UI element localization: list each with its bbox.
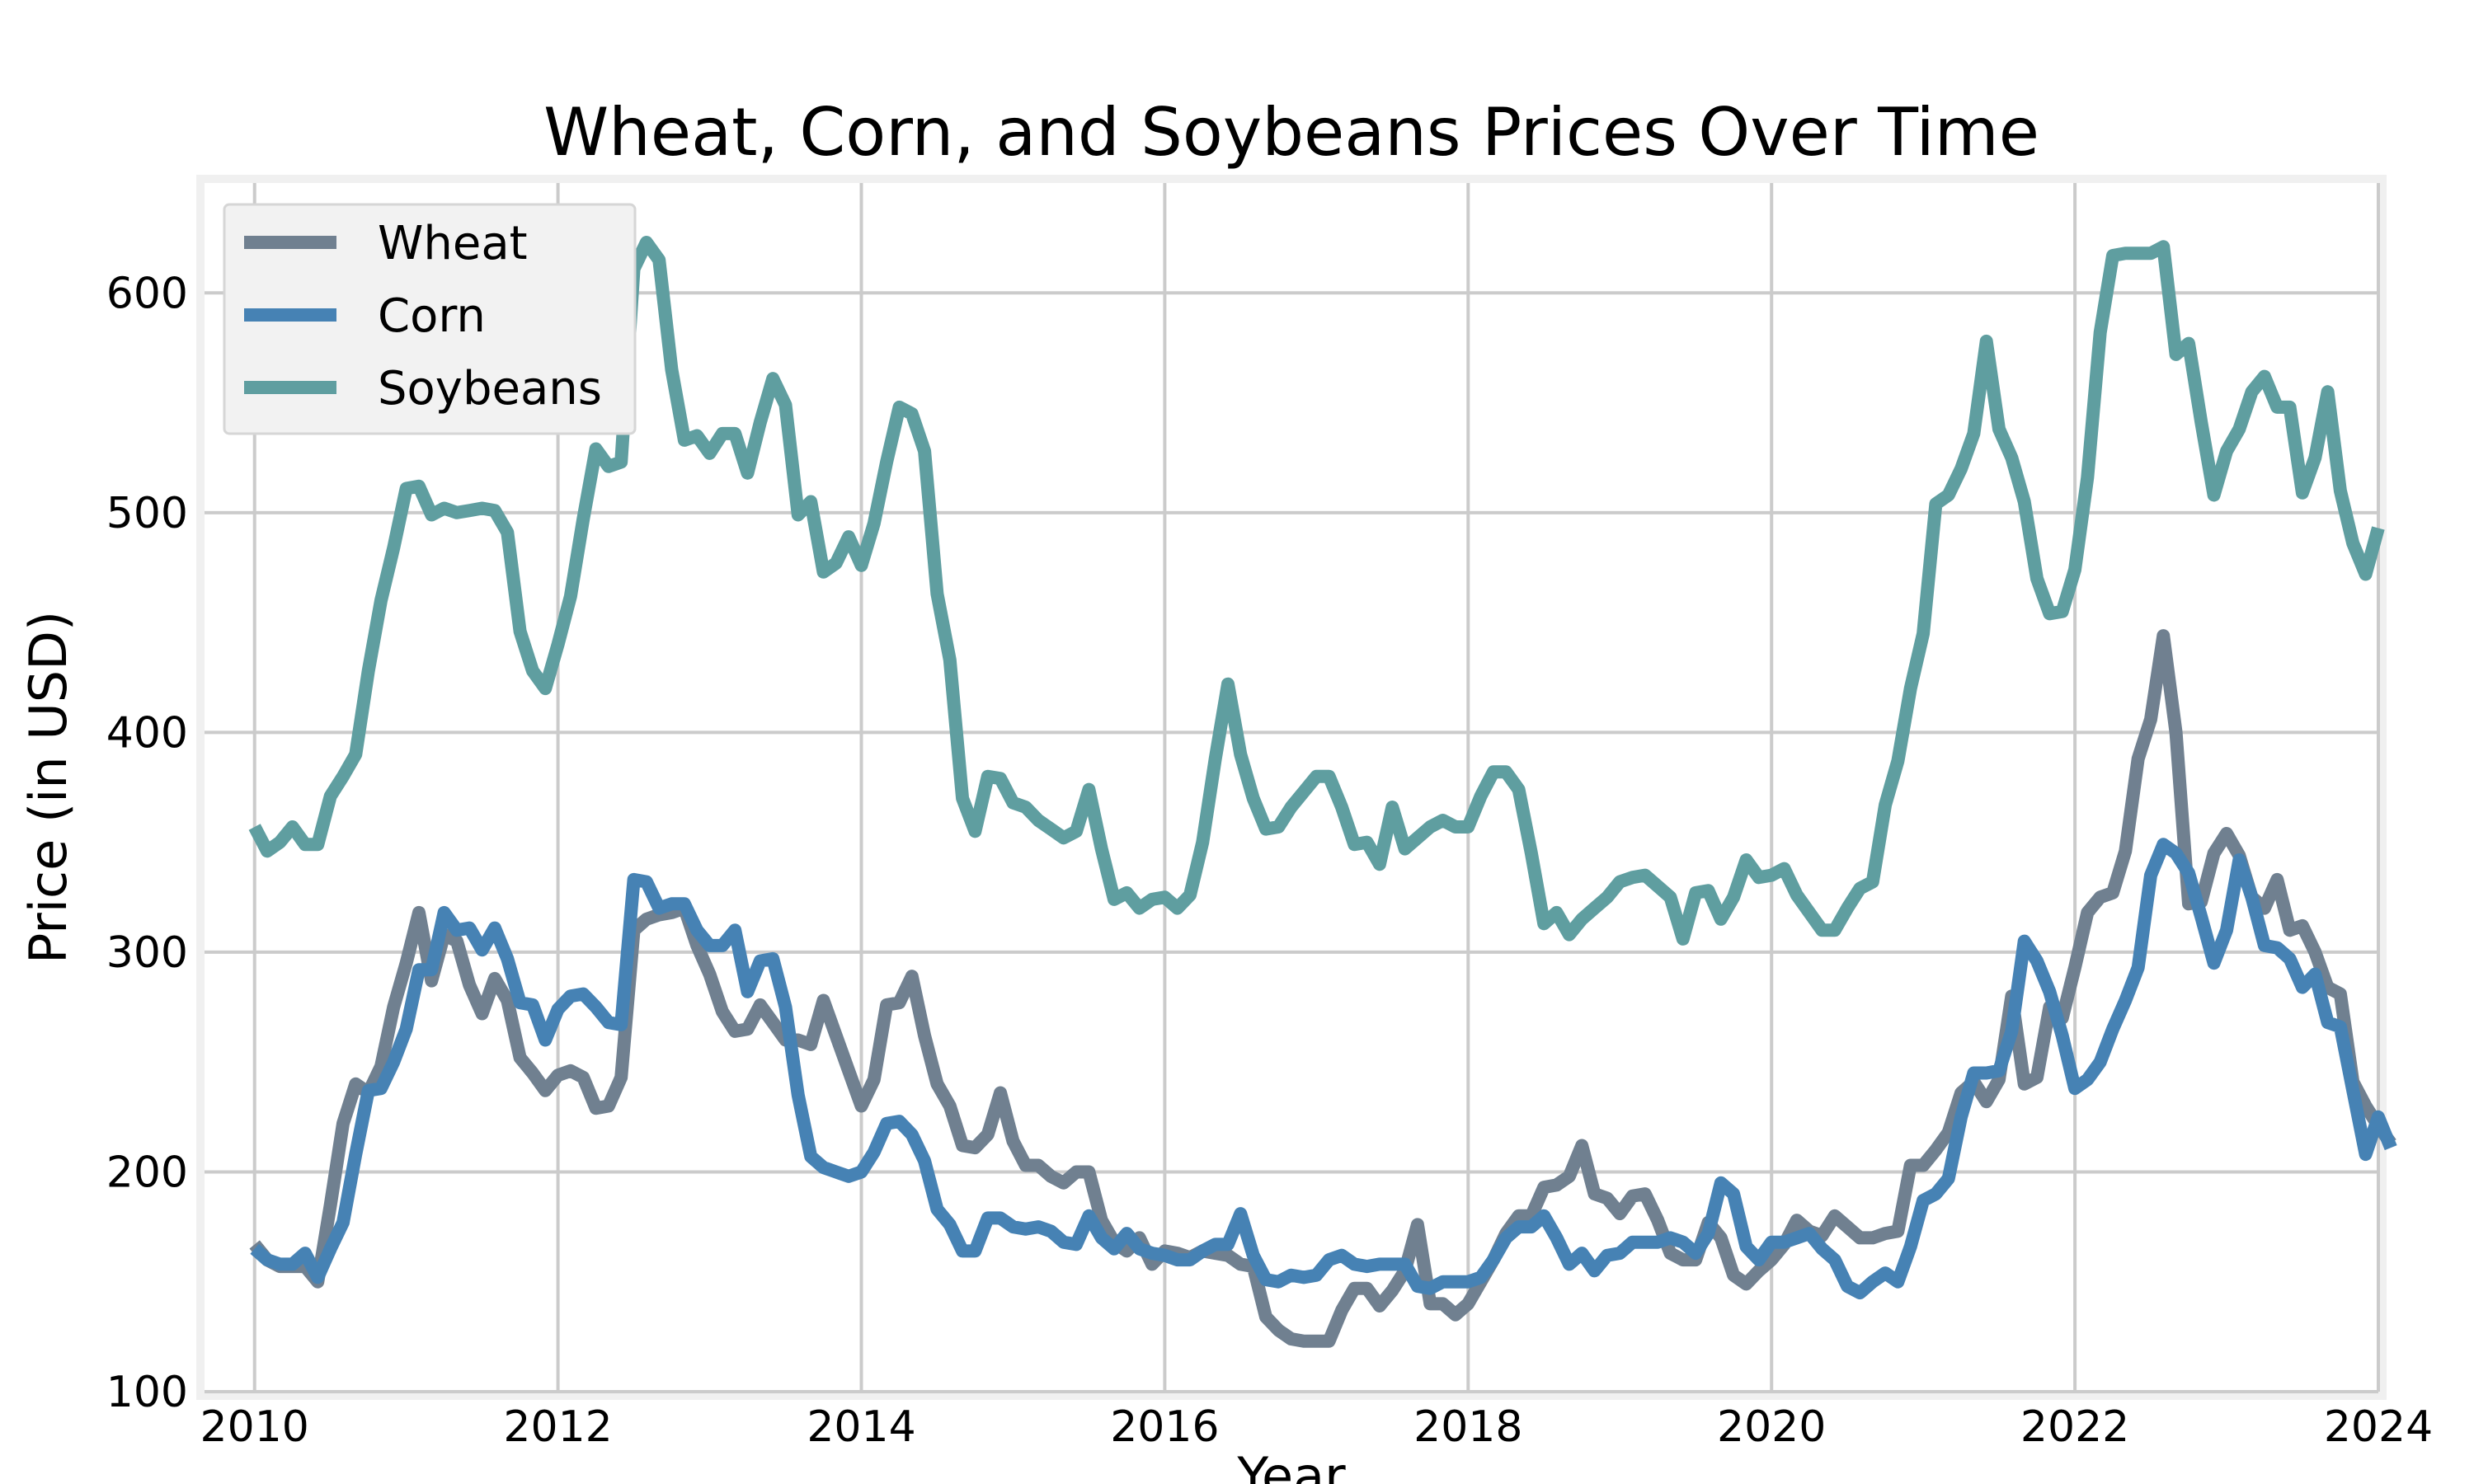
legend: Wheat Corn Soybeans — [223, 203, 637, 435]
grid-lines — [205, 183, 2380, 1393]
x-tick-label: 2020 — [1717, 1402, 1826, 1452]
y-tick-label: 400 — [106, 708, 188, 758]
x-tick-label: 2014 — [807, 1402, 915, 1452]
x-tick-label: 2022 — [2020, 1402, 2129, 1452]
y-axis-label: Price (in USD) — [18, 611, 78, 964]
x-tick-label: 2024 — [2324, 1402, 2433, 1452]
series-lines — [248, 236, 2397, 1348]
x-tick-label: 2012 — [503, 1402, 612, 1452]
chart-title: Wheat, Corn, and Soybeans Prices Over Ti… — [543, 94, 2039, 171]
y-tick-label: 500 — [106, 489, 188, 538]
y-tick-label: 600 — [106, 269, 188, 318]
x-tick-label: 2010 — [200, 1402, 309, 1452]
y-tick-label: 300 — [106, 928, 188, 978]
series-line-corn — [250, 838, 2397, 1300]
series-line-soybeans — [248, 236, 2385, 946]
x-tick-labels: 2010 2012 2014 2016 2018 2020 2022 2024 — [200, 1402, 2434, 1452]
series-line-wheat — [249, 629, 2396, 1348]
x-tick-label: 2016 — [1110, 1402, 1219, 1452]
legend-box — [223, 203, 637, 435]
y-tick-label: 200 — [106, 1148, 188, 1197]
legend-label-wheat: Wheat — [378, 217, 528, 270]
legend-label-corn: Corn — [378, 289, 486, 343]
x-axis-label: Year — [1236, 1446, 1346, 1484]
y-tick-label: 100 — [106, 1368, 188, 1417]
y-tick-labels: 100 200 300 400 500 600 — [106, 269, 188, 1417]
legend-label-soybeans: Soybeans — [378, 362, 602, 416]
x-tick-label: 2018 — [1413, 1402, 1522, 1452]
